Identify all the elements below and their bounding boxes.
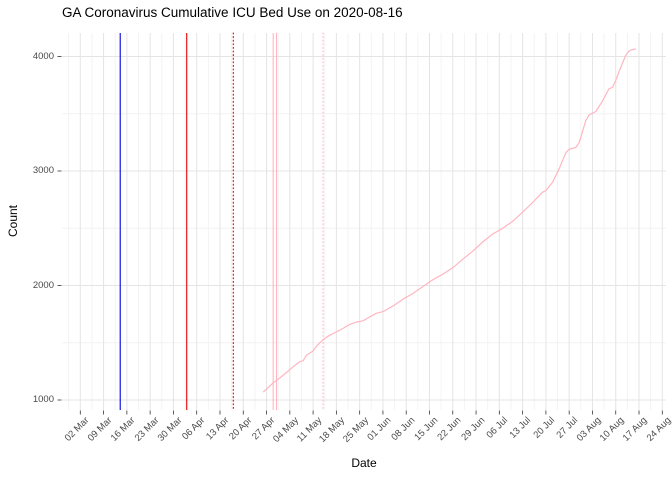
axis-tick-marks <box>57 56 663 415</box>
y-tick-label: 3000 <box>32 165 54 176</box>
y-tick-label: 2000 <box>32 279 54 291</box>
minor-gridlines <box>62 33 666 410</box>
major-gridlines <box>62 33 666 410</box>
cumulative-icu-curve <box>262 48 636 393</box>
chart-title: GA Coronavirus Cumulative ICU Bed Use on… <box>62 5 403 20</box>
y-tick-label: 4000 <box>32 50 54 62</box>
x-axis-title: Date <box>351 456 377 470</box>
series-lines <box>262 48 636 393</box>
event-vlines <box>119 32 324 411</box>
y-tick-label: 1000 <box>32 394 54 405</box>
